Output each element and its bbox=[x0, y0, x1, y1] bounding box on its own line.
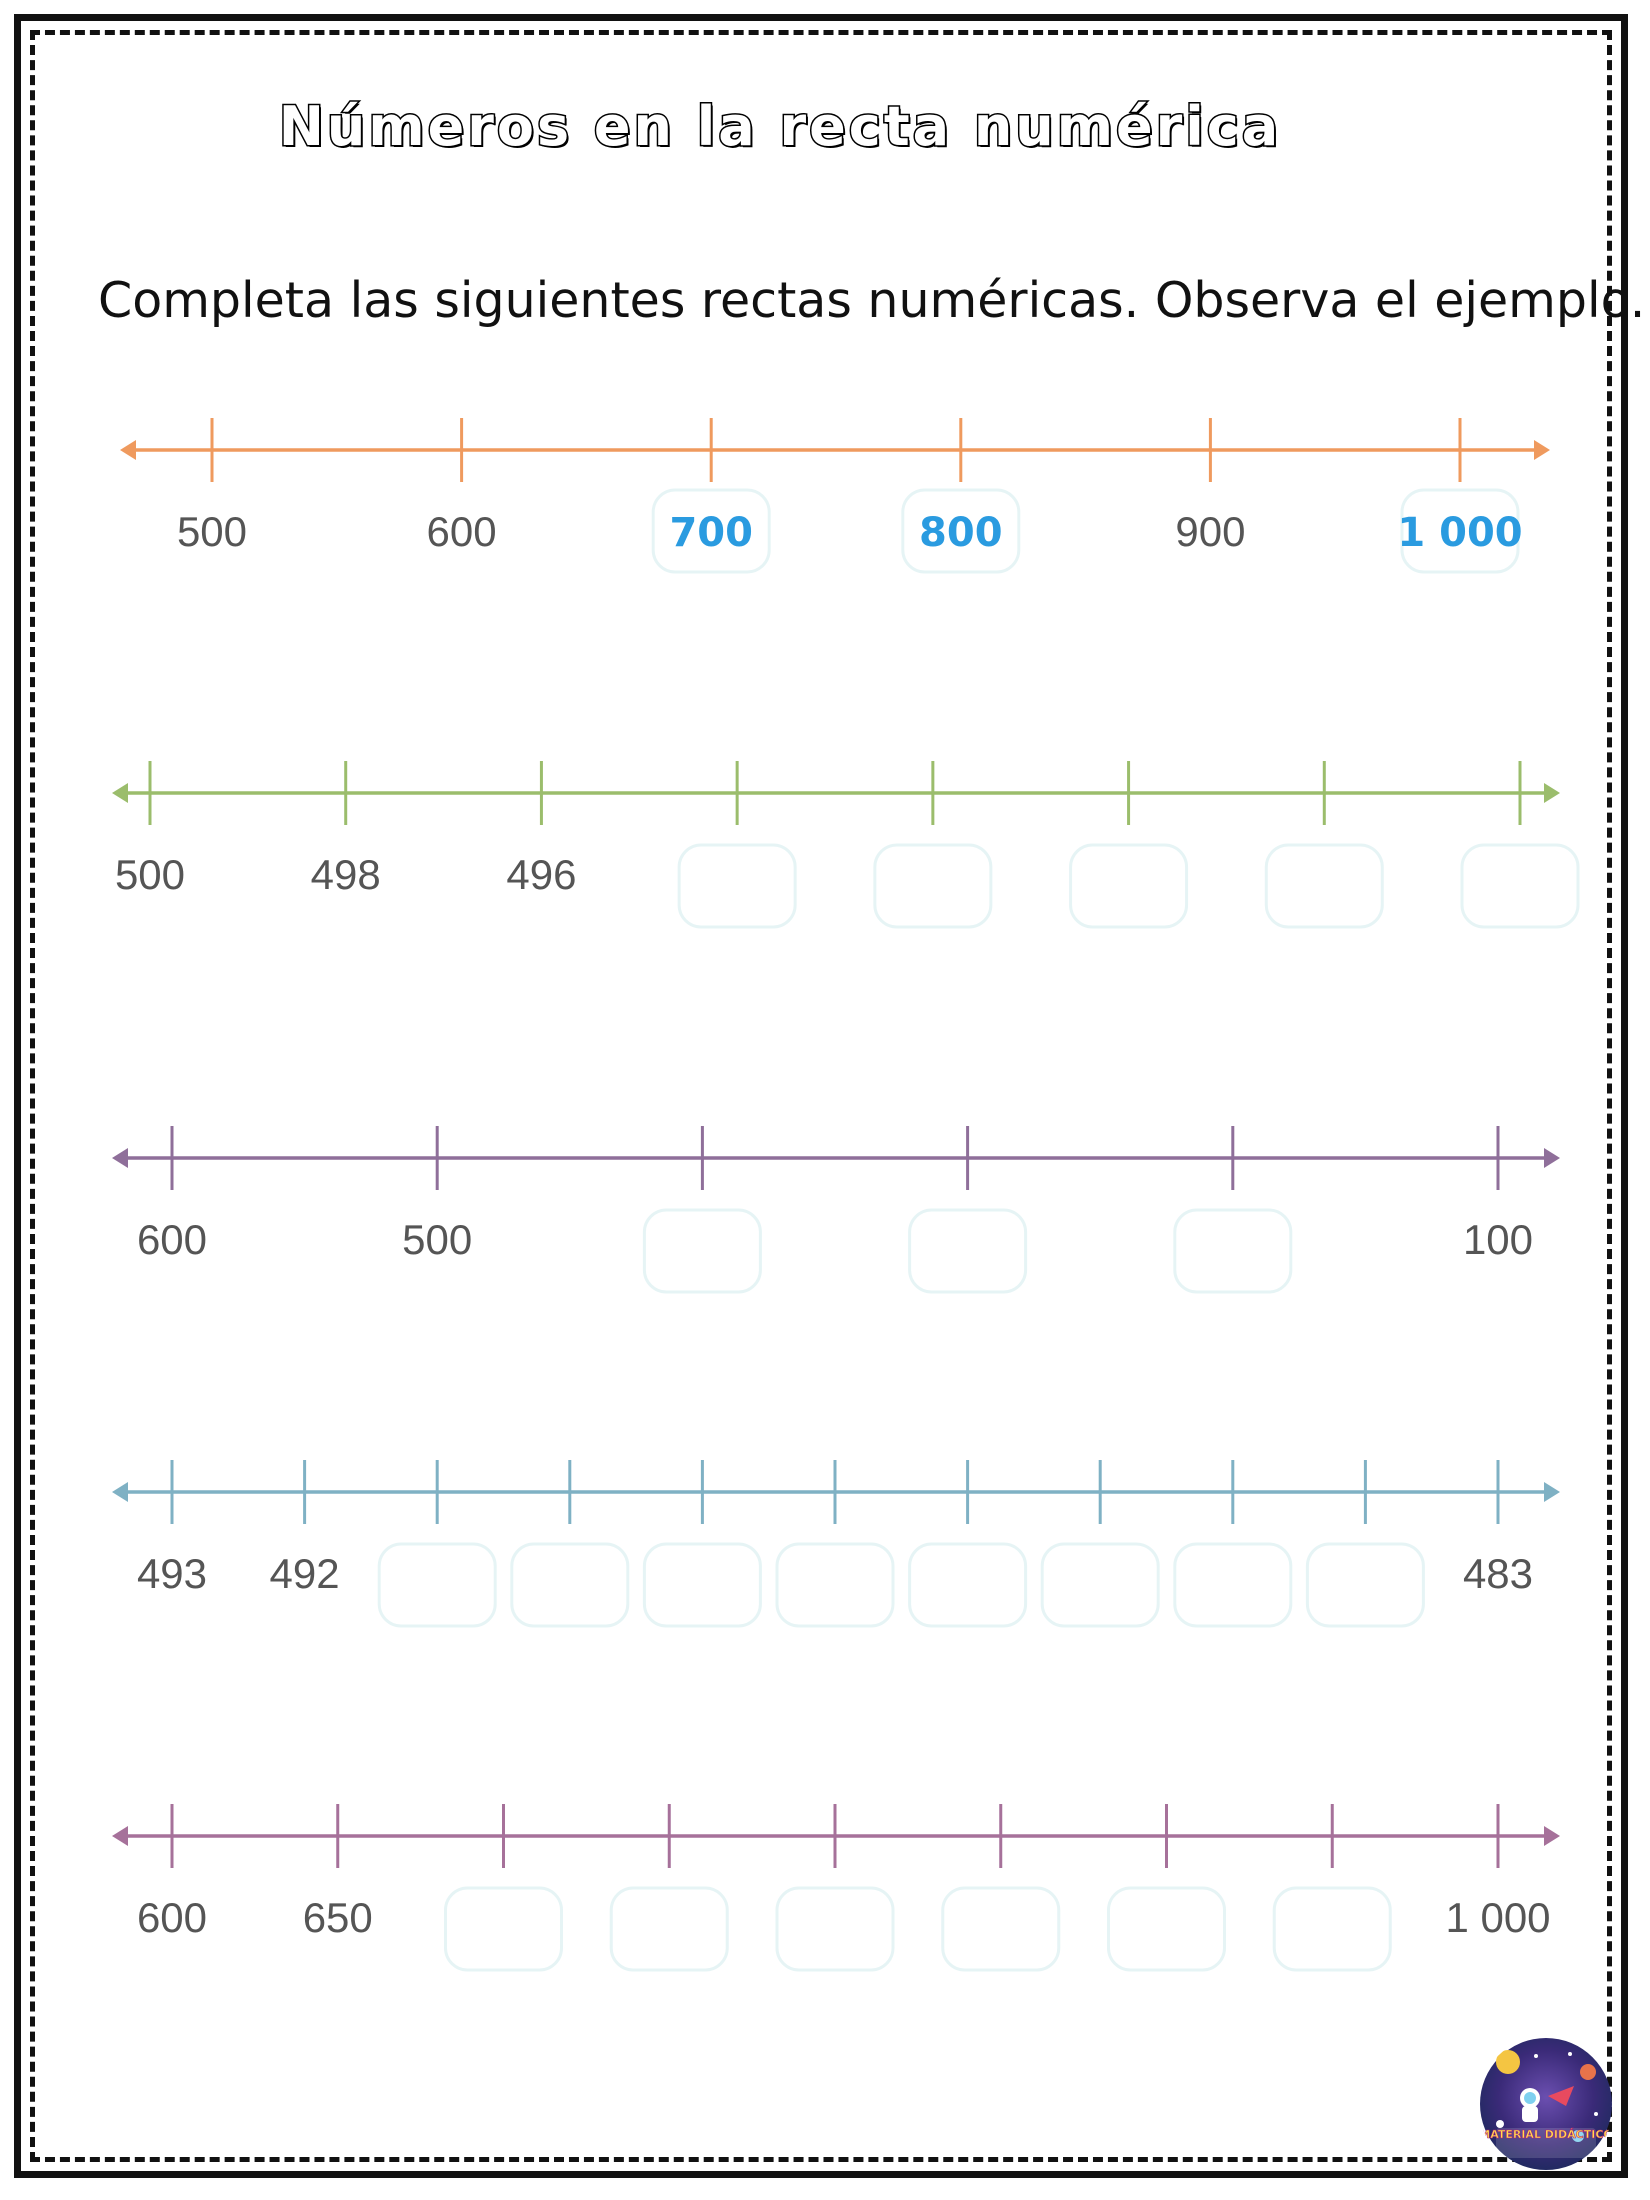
left-arrow-icon bbox=[112, 1482, 128, 1502]
tick-label: 600 bbox=[137, 1894, 207, 1941]
left-arrow-icon bbox=[112, 1148, 128, 1168]
tick-label: 100 bbox=[1463, 1216, 1533, 1263]
answer-box[interactable] bbox=[1040, 1542, 1160, 1628]
tick-label: 492 bbox=[270, 1550, 340, 1597]
answer-box[interactable] bbox=[775, 1886, 895, 1972]
number-line-4: 493 492 483 bbox=[112, 1460, 1560, 1628]
right-arrow-icon bbox=[1544, 1826, 1560, 1846]
tick-label: 498 bbox=[311, 851, 381, 898]
number-line-3: 600 500 100 bbox=[112, 1126, 1560, 1294]
answer-box[interactable] bbox=[609, 1886, 729, 1972]
right-arrow-icon bbox=[1534, 440, 1550, 460]
answer-box-filled bbox=[901, 488, 1021, 574]
tick-label: 500 bbox=[115, 851, 185, 898]
page-border-dashed bbox=[30, 30, 1612, 2162]
answer-box[interactable] bbox=[642, 1208, 762, 1294]
tick-label: 600 bbox=[427, 508, 497, 555]
answer-box-filled bbox=[1400, 488, 1520, 574]
tick-label: 493 bbox=[137, 1550, 207, 1597]
logo-text: MATERIAL DIDÁCTICO bbox=[1479, 2128, 1613, 2142]
page-title: Números en la recta numérica bbox=[277, 94, 1282, 160]
answer-box[interactable] bbox=[1264, 843, 1384, 929]
answer-box[interactable] bbox=[908, 1542, 1028, 1628]
answer-box[interactable] bbox=[1173, 1208, 1293, 1294]
right-arrow-icon bbox=[1544, 783, 1560, 803]
tick-label: 650 bbox=[303, 1894, 373, 1941]
answer-box[interactable] bbox=[1460, 843, 1580, 929]
answer-box[interactable] bbox=[1107, 1886, 1226, 1972]
answer-label: 1 000 bbox=[1397, 510, 1522, 556]
page-border-outer bbox=[14, 14, 1628, 2178]
right-arrow-icon bbox=[1544, 1148, 1560, 1168]
instruction-text: Completa las siguientes rectas numéricas… bbox=[98, 272, 1646, 329]
number-line-2: 500 498 496 bbox=[112, 761, 1580, 929]
tick-label: 500 bbox=[177, 508, 247, 555]
tick-label: 500 bbox=[402, 1216, 472, 1263]
answer-box[interactable] bbox=[677, 843, 797, 929]
answer-box[interactable] bbox=[510, 1542, 630, 1628]
answer-box[interactable] bbox=[1305, 1542, 1425, 1628]
answer-label: 700 bbox=[669, 510, 753, 556]
answer-box-filled bbox=[651, 488, 771, 574]
material-didactico-logo: MATERIAL DIDÁCTICO bbox=[1478, 2036, 1614, 2172]
answer-box[interactable] bbox=[873, 843, 993, 929]
number-line-1: 500 600 700 800 900 1 000 bbox=[120, 418, 1550, 574]
answer-label: 800 bbox=[919, 510, 1003, 556]
tick-label: 496 bbox=[506, 851, 576, 898]
left-arrow-icon bbox=[112, 783, 128, 803]
answer-box[interactable] bbox=[941, 1886, 1061, 1972]
answer-box[interactable] bbox=[1173, 1542, 1293, 1628]
right-arrow-icon bbox=[1544, 1482, 1560, 1502]
left-arrow-icon bbox=[112, 1826, 128, 1846]
answer-box[interactable] bbox=[1069, 843, 1189, 929]
answer-box[interactable] bbox=[444, 1886, 563, 1972]
left-arrow-icon bbox=[120, 440, 136, 460]
answer-box[interactable] bbox=[377, 1542, 497, 1628]
tick-label: 600 bbox=[137, 1216, 207, 1263]
number-line-5: 600 650 1 000 bbox=[112, 1804, 1560, 1972]
answer-box[interactable] bbox=[642, 1542, 762, 1628]
tick-label: 1 000 bbox=[1445, 1894, 1550, 1941]
tick-label: 900 bbox=[1175, 508, 1245, 555]
answer-box[interactable] bbox=[1272, 1886, 1392, 1972]
tick-label: 483 bbox=[1463, 1550, 1533, 1597]
answer-box[interactable] bbox=[775, 1542, 895, 1628]
answer-box[interactable] bbox=[908, 1208, 1028, 1294]
